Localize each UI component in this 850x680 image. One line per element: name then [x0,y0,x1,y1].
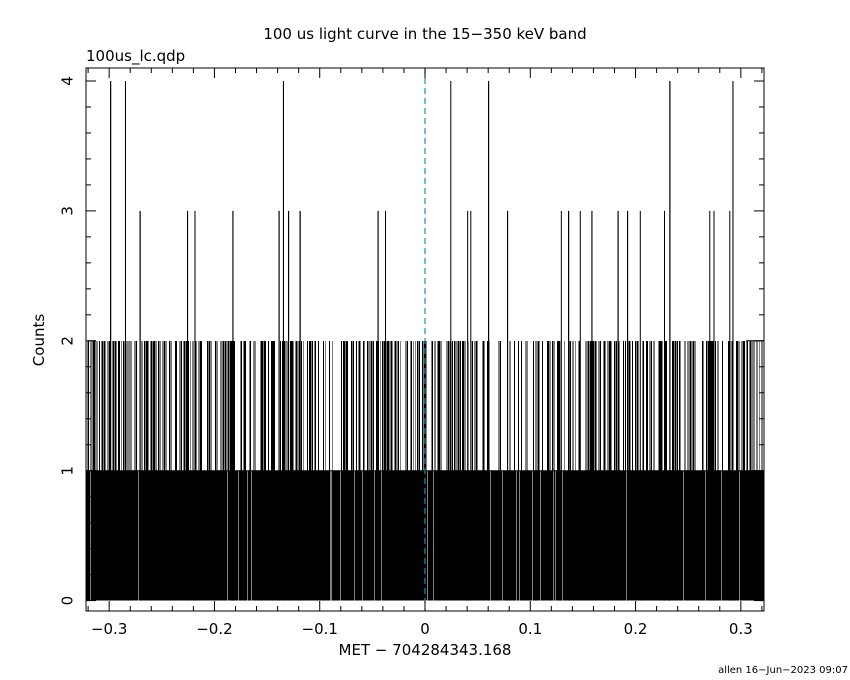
x-axis-label: MET − 704284343.168 [339,641,512,659]
x-tick-label: 0.1 [518,620,542,638]
y-axis-label: Counts [30,314,48,367]
x-tick-label: 0 [420,620,430,638]
peak-bars [110,80,734,601]
file-label: 100us_lc.qdp [86,47,185,66]
y-tick-label: 4 [59,76,77,86]
y-tick-label: 3 [59,206,77,216]
bars-layer [85,80,765,601]
footer-credit: allen 16−Jun−2023 09:07 [718,665,848,676]
chart-title: 100 us light curve in the 15−350 keV ban… [263,25,586,43]
ticks-layer [86,68,764,611]
x-tick-label: 0.3 [729,620,753,638]
x-tick-label: −0.2 [196,620,232,638]
y-tick-label: 1 [59,466,77,476]
x-tick-label: 0.2 [624,620,648,638]
x-tick-label: −0.1 [302,620,338,638]
y-tick-label: 0 [59,596,77,606]
y-tick-label: 2 [59,336,77,346]
tick-labels-layer: −0.3 −0.2 −0.1 0 0.1 0.2 0.3 0 1 2 3 4 [59,76,753,638]
x-tick-label: −0.3 [91,620,127,638]
